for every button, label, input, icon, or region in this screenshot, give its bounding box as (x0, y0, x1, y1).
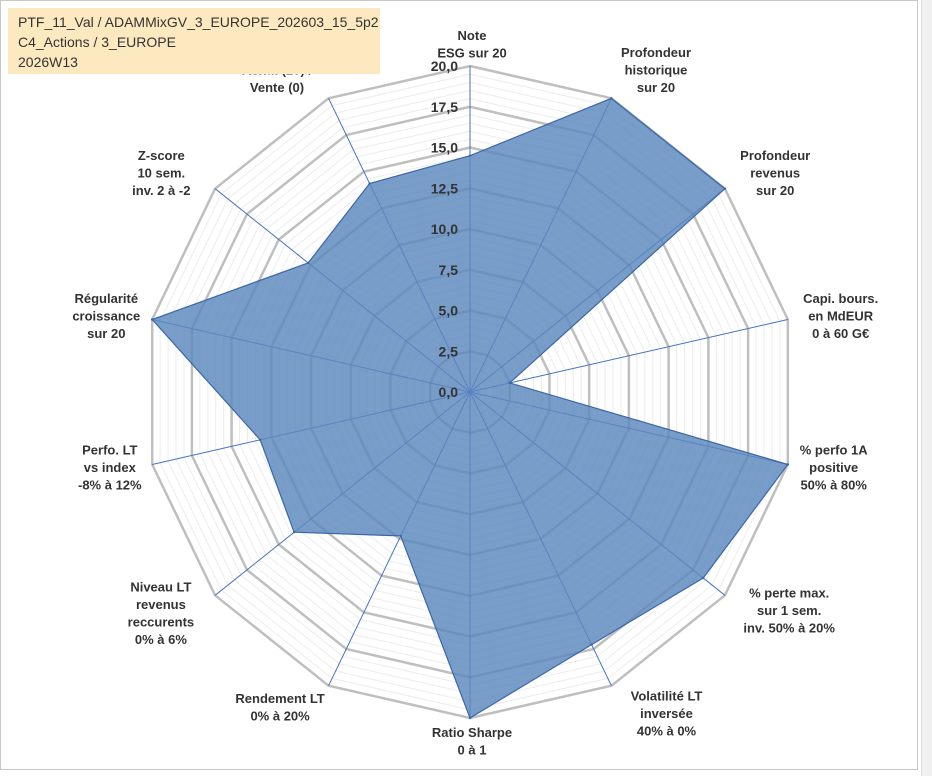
tick-label: 0,0 (439, 384, 459, 400)
data-point (702, 576, 705, 580)
axis-label-line: sur 1 sem. (757, 603, 821, 618)
data-point (468, 716, 472, 720)
axis-label-line: Perfo. LT (82, 443, 137, 458)
data-point (151, 318, 154, 321)
data-point (468, 154, 472, 157)
scrollbar-edge (921, 0, 932, 776)
axis-label-line: 40% à 0% (637, 724, 697, 739)
axis-label: Ratio Sharpe 0 à 1 (432, 725, 512, 758)
data-point (590, 643, 593, 646)
axis-label-line: inv. 50% à 20% (743, 620, 835, 635)
data-point (259, 438, 262, 442)
axis-label-line: Z-score (138, 148, 185, 163)
axis-label: Capi. bours. en MdEUR 0 à 60 G€ (803, 291, 878, 341)
axis-label: Note ESG sur 20 (437, 28, 506, 61)
info-box: PTF_11_Val / ADAMMixGV_3_EUROPE_202603_1… (8, 8, 380, 74)
axis-label: Niveau LT revenus reccurents 0% à 6% (128, 580, 194, 648)
axis-label-line: croissance (72, 308, 140, 323)
axis-label-line: sur 20 (756, 183, 794, 198)
axis-label-line: Profondeur (740, 148, 810, 163)
tick-label: 20,0 (431, 58, 458, 74)
axis-label-line: 0 à 60 G€ (812, 326, 869, 341)
axis-label-line: Niveau LT (130, 580, 191, 595)
axis-label: Régularité croissance sur 20 (72, 291, 140, 341)
axis-label-line: revenus (750, 166, 800, 181)
axis-label-line: positive (809, 460, 858, 475)
axis-label-line: inversée (640, 706, 693, 721)
axis-label: Rendement LT 0% à 20% (235, 691, 324, 724)
tick-label: 12,5 (431, 180, 458, 196)
asset-class: C4_Actions / 3_EUROPE (18, 34, 176, 50)
axis-label-line: reccurents (128, 615, 194, 630)
axis-label-line: Capi. bours. (803, 291, 878, 306)
tick-label: 15,0 (431, 140, 458, 156)
axis-label-line: ESG sur 20 (437, 46, 506, 61)
data-point (508, 381, 511, 385)
axis-label-line: 50% à 80% (800, 478, 867, 493)
axis-label-line: sur 20 (637, 80, 675, 95)
week-label: 2026W13 (18, 54, 78, 70)
axis-label-line: vs index (84, 460, 137, 475)
axis-label-line: % perte max. (749, 585, 829, 600)
tick-label: 2,5 (439, 343, 459, 359)
data-point (786, 463, 789, 466)
tick-label: 7,5 (439, 262, 459, 278)
axis-label-line: 0 à 1 (458, 743, 487, 758)
axis-label: % perfo 1A positive 50% à 80% (800, 443, 869, 493)
axis-label-line: Volatilité LT (631, 689, 703, 704)
data-point (610, 97, 613, 100)
axis-label-line: Note (458, 28, 487, 43)
tick-label: 17,5 (431, 99, 458, 115)
tick-label: 5,0 (439, 303, 459, 319)
axis-label-line: 10 sem. (137, 166, 185, 181)
axis-label: Z-score 10 sem. inv. 2 à -2 (132, 148, 190, 198)
axis-label-line: historique (625, 62, 688, 77)
axis-label-line: 0% à 20% (250, 709, 310, 724)
axis-label: % perte max. sur 1 sem. inv. 50% à 20% (743, 585, 835, 635)
axis-label: Profondeur historique sur 20 (621, 45, 691, 95)
axis-label: Volatilité LT inversée 40% à 0% (631, 689, 703, 739)
axis-label-line: revenus (136, 597, 186, 612)
data-point (307, 261, 310, 265)
axis-label-line: Vente (0) (250, 80, 304, 95)
axis-label-line: Ratio Sharpe (432, 725, 512, 740)
axis-label-line: en MdEUR (808, 308, 874, 323)
data-point (292, 531, 296, 534)
data-point (723, 187, 727, 190)
axis-label: Profondeur revenus sur 20 (740, 148, 810, 198)
axis-label-line: % perfo 1A (800, 443, 869, 458)
axis-label-line: Rendement LT (235, 691, 324, 706)
axis-label-line: Profondeur (621, 45, 691, 60)
radial-ticks: 0,0 2,5 5,0 7,5 10,0 12,5 15,0 17,5 20,0 (431, 58, 458, 400)
axis-label-line: sur 20 (87, 326, 125, 341)
axis-label-line: 0% à 6% (135, 632, 187, 647)
axis-label: Perfo. LT vs index -8% à 12% (78, 443, 142, 493)
axis-spoke (469, 319, 788, 393)
data-point (399, 534, 402, 538)
tick-label: 10,0 (431, 221, 458, 237)
data-point (368, 182, 371, 185)
axis-label-line: Régularité (75, 291, 139, 306)
axis-label-line: inv. 2 à -2 (132, 183, 190, 198)
axis-label-line: -8% à 12% (78, 478, 142, 493)
portfolio-name: PTF_11_Val / ADAMMixGV_3_EUROPE_202603_1… (18, 14, 379, 30)
